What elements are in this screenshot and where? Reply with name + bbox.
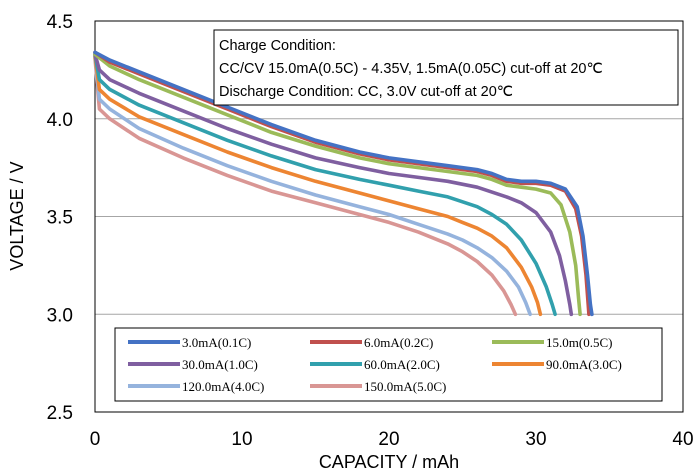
x-tick-label: 10 bbox=[231, 429, 252, 450]
series-line bbox=[93, 52, 574, 317]
y-tick-label: 3.5 bbox=[47, 208, 73, 229]
annotation-line-1: Charge Condition: bbox=[219, 38, 336, 54]
legend-label: 60.0mA(2.0C) bbox=[364, 357, 440, 372]
y-tick-label: 3.0 bbox=[47, 305, 73, 326]
legend-box bbox=[114, 327, 663, 402]
series-line bbox=[93, 50, 594, 317]
y-axis-title: VOLTAGE / V bbox=[7, 161, 27, 270]
legend-label: 30.0mA(1.0C) bbox=[182, 357, 258, 372]
plot-frame bbox=[94, 20, 684, 413]
condition-annotation: Charge Condition: CC/CV 15.0mA(0.5C) - 4… bbox=[213, 29, 679, 106]
legend-label: 6.0mA(0.2C) bbox=[364, 335, 433, 350]
series-line bbox=[93, 54, 543, 317]
annotation-line-3: Discharge Condition: CC, 3.0V cut-off at… bbox=[219, 84, 513, 100]
y-tick-label: 4.5 bbox=[47, 12, 73, 33]
series-line bbox=[93, 52, 557, 317]
annotation-line-2: CC/CV 15.0mA(0.5C) - 4.35V, 1.5mA(0.05C)… bbox=[219, 61, 603, 77]
legend: 3.0mA(0.1C) 6.0mA(0.2C) 15.0m(0.5C) 30.0mA(… bbox=[114, 327, 663, 402]
y-tick-label: 2.5 bbox=[47, 403, 73, 424]
legend-label: 15.0m(0.5C) bbox=[546, 335, 612, 350]
annotation-box bbox=[213, 29, 679, 106]
legend-label: 3.0mA(0.1C) bbox=[182, 335, 251, 350]
series-line bbox=[93, 54, 532, 317]
x-tick-label: 30 bbox=[525, 429, 546, 450]
y-tick-labels: 2.5 3.0 3.5 4.0 4.5 bbox=[47, 12, 73, 424]
x-tick-label: 0 bbox=[90, 429, 101, 450]
series-line bbox=[93, 56, 518, 317]
x-tick-label: 20 bbox=[378, 429, 399, 450]
legend-label: 150.0mA(5.0C) bbox=[364, 379, 446, 394]
x-tick-labels: 0 10 20 30 40 bbox=[90, 429, 694, 450]
x-tick-label: 40 bbox=[672, 429, 693, 450]
legend-label: 120.0mA(4.0C) bbox=[182, 379, 264, 394]
legend-label: 90.0mA(3.0C) bbox=[546, 357, 622, 372]
series-line bbox=[93, 52, 582, 317]
y-tick-label: 4.0 bbox=[47, 110, 73, 131]
x-axis-title: CAPACITY / mAh bbox=[319, 452, 459, 472]
series-layer bbox=[93, 50, 594, 317]
